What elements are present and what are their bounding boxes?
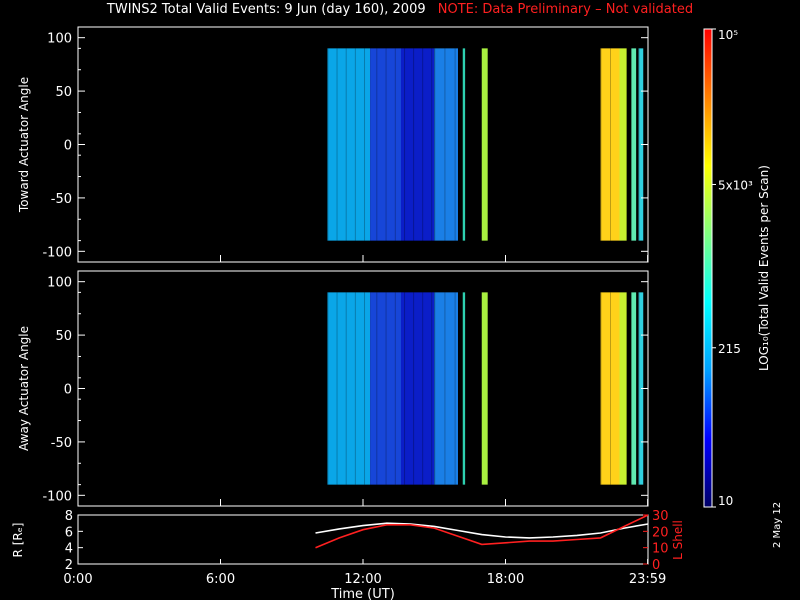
x-tick-label: 0:00 — [63, 572, 92, 587]
scan-streak — [431, 292, 433, 485]
y-tick-label: 50 — [55, 329, 72, 344]
data-strip — [631, 48, 637, 241]
scan-streak — [638, 292, 640, 485]
right-tick-label: 30 — [652, 509, 669, 524]
scan-streak — [422, 292, 424, 485]
x-tick-label: 18:00 — [487, 572, 524, 587]
scan-streak — [354, 292, 356, 485]
left-tick-label: 6 — [65, 525, 73, 540]
data-strip — [401, 292, 435, 485]
data-strip — [434, 48, 458, 241]
y-tick-label: -50 — [51, 192, 72, 207]
right-tick-label: 20 — [652, 525, 669, 540]
data-strip — [370, 292, 401, 485]
data-strip — [327, 48, 371, 241]
scan-streak — [364, 292, 366, 485]
scan-streak — [434, 48, 436, 241]
scan-streak — [404, 292, 406, 485]
scan-streak — [385, 48, 387, 241]
scan-streak — [385, 292, 387, 485]
scan-streak — [638, 48, 640, 241]
right-tick-label: 0 — [652, 558, 660, 573]
y-tick-label: 100 — [47, 32, 72, 47]
y-tick-label: -100 — [42, 245, 72, 260]
scan-streak — [364, 48, 366, 241]
y-tick-label: -50 — [51, 436, 72, 451]
y-tick-label: -100 — [42, 489, 72, 504]
colorbar — [703, 28, 713, 508]
scan-streak — [394, 292, 396, 485]
colorbar-tick-label: 5x10³ — [718, 178, 753, 192]
x-tick-label: 12:00 — [344, 572, 381, 587]
scan-streak — [354, 48, 356, 241]
scan-streak — [336, 292, 338, 485]
left-tick-label: 4 — [65, 542, 73, 557]
l-shell-line — [315, 514, 649, 549]
scan-streak — [376, 48, 378, 241]
data-strip — [638, 292, 644, 485]
date-stamp: 2 May 12 — [772, 501, 783, 548]
scan-streak — [404, 48, 406, 241]
scan-streak — [394, 48, 396, 241]
scan-streak — [600, 292, 602, 485]
scan-streak — [327, 292, 329, 485]
y-tick-label: 0 — [64, 139, 72, 154]
data-strip — [638, 48, 644, 241]
y-tick-label: 100 — [47, 276, 72, 291]
scan-streak — [454, 292, 456, 485]
data-strip — [327, 292, 371, 485]
data-strip — [619, 48, 627, 241]
scan-streak — [434, 292, 436, 485]
y-tick-label: 50 — [55, 85, 72, 100]
x-tick-label: 6:00 — [206, 572, 235, 587]
y-axis-label: Away Actuator Angle — [17, 326, 31, 451]
data-strip — [462, 292, 466, 485]
data-strip — [600, 292, 620, 485]
chart-title: TWINS2 Total Valid Events: 9 Jun (day 16… — [0, 2, 800, 17]
scan-streak — [336, 48, 338, 241]
y-axis-label: Toward Actuator Angle — [17, 77, 31, 213]
data-strip — [481, 48, 488, 241]
data-strip — [600, 48, 620, 241]
scan-streak — [345, 292, 347, 485]
colorbar-tick-label: 10⁵ — [718, 28, 738, 42]
colorbar-tick-label: 10 — [718, 494, 733, 508]
scan-streak — [327, 48, 329, 241]
y-tick-label: 0 — [64, 383, 72, 398]
scan-streak — [413, 48, 415, 241]
radius-line — [315, 522, 649, 539]
right-tick-label: 10 — [652, 542, 669, 557]
data-strip — [434, 292, 458, 485]
scan-streak — [444, 48, 446, 241]
scan-streak — [431, 48, 433, 241]
left-tick-label: 8 — [65, 509, 73, 524]
scan-streak — [422, 48, 424, 241]
data-strip — [631, 292, 637, 485]
right-axis-label: L Shell — [671, 520, 685, 560]
scan-streak — [376, 292, 378, 485]
data-strip — [462, 48, 466, 241]
scan-streak — [610, 48, 611, 241]
colorbar-label: LOG₁₀(Total Valid Events per Scan) — [757, 165, 771, 371]
scan-streak — [454, 48, 456, 241]
scan-streak — [413, 292, 415, 485]
scan-streak — [610, 292, 611, 485]
orbit-panel-frame — [77, 514, 649, 565]
scan-streak — [600, 48, 602, 241]
x-axis-label: Time (UT) — [330, 587, 395, 600]
scan-streak — [345, 48, 347, 241]
warning-note: NOTE: Data Preliminary – Not validated — [437, 2, 694, 17]
data-strip — [370, 48, 401, 241]
chart-title-text: TWINS2 Total Valid Events: 9 Jun (day 16… — [106, 2, 426, 17]
data-strip — [401, 48, 435, 241]
scan-streak — [444, 292, 446, 485]
left-axis-label: R [Rₑ] — [11, 523, 25, 558]
data-strip — [481, 292, 488, 485]
x-tick-label: 23:59 — [629, 572, 666, 587]
data-strip — [619, 292, 627, 485]
left-tick-label: 2 — [65, 558, 73, 573]
colorbar-tick-label: 215 — [718, 342, 741, 356]
